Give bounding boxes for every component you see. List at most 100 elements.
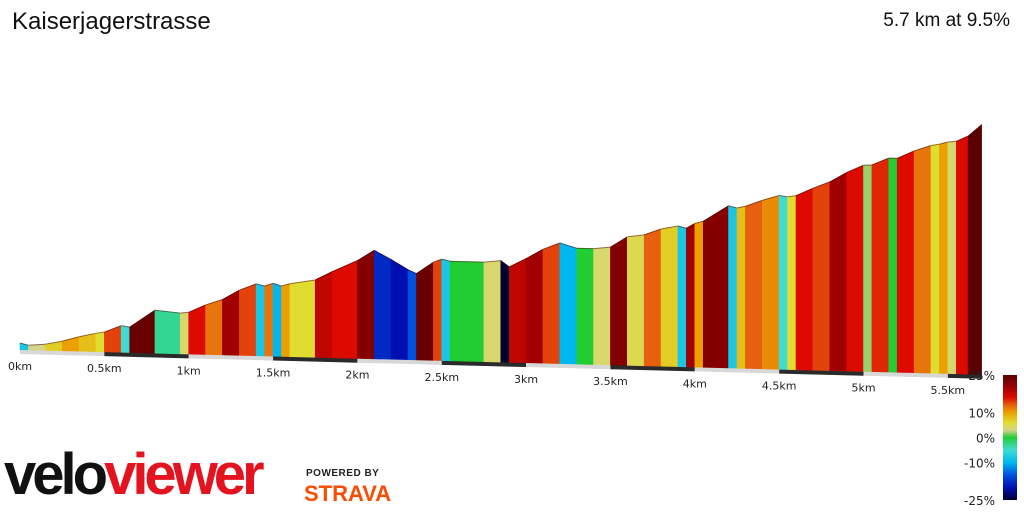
gradient-segment: [939, 141, 949, 375]
profile-outline: [256, 283, 265, 287]
profile-outline: [272, 282, 282, 287]
gradient-segment: [390, 258, 409, 361]
profile-outline: [686, 223, 696, 229]
profile-outline: [62, 336, 80, 342]
gradient-segment: [525, 248, 544, 364]
profile-outline: [104, 325, 122, 333]
x-tick-label: 1km: [177, 364, 201, 377]
axis-strip-segment: [863, 371, 948, 378]
profile-outline: [374, 249, 392, 260]
x-tick-label: 0km: [8, 360, 32, 373]
profile-outline: [559, 242, 577, 249]
profile-outline: [28, 343, 46, 346]
gradient-segment: [728, 205, 738, 369]
gradient-segment: [255, 283, 265, 357]
gradient-segment: [289, 279, 316, 358]
profile-outline: [525, 248, 544, 260]
gradient-segment: [930, 143, 940, 375]
gradient-segment: [314, 271, 333, 359]
axis-strip-segment: [357, 358, 442, 365]
profile-outline: [281, 283, 291, 287]
profile-outline: [593, 246, 611, 250]
axis-strip-segment: [441, 360, 527, 368]
profile-outline: [222, 289, 240, 300]
profile-outline: [694, 220, 704, 224]
gradient-segment: [407, 269, 417, 361]
legend-color-bar: [1003, 375, 1017, 500]
gradient-segment: [500, 260, 510, 363]
profile-outline: [289, 279, 316, 285]
gradient-segment: [660, 225, 679, 368]
profile-outline: [509, 258, 527, 268]
gradient-segment: [205, 299, 223, 356]
gradient-segment: [947, 140, 957, 375]
gradient-segment: [593, 246, 611, 366]
profile-outline: [947, 140, 957, 143]
profile-outline: [610, 236, 628, 248]
gradient-segment: [694, 220, 704, 368]
gradient-segment: [913, 145, 932, 374]
profile-outline: [264, 282, 274, 287]
gradient-segment: [281, 283, 291, 358]
gradient-segment: [559, 242, 578, 365]
gradient-segment: [441, 258, 451, 362]
profile-outline: [660, 225, 679, 230]
profile-outline: [913, 145, 932, 152]
gradient-segment: [120, 325, 130, 354]
profile-outline: [702, 205, 729, 222]
profile-outline: [315, 271, 333, 281]
gradient-segment: [129, 309, 156, 354]
logo-velo: velo: [4, 442, 108, 507]
gradient-segment: [104, 325, 122, 353]
gradient-segment: [736, 205, 746, 370]
profile-outline: [779, 194, 788, 198]
profile-outline: [450, 260, 484, 263]
gradient-segment: [239, 283, 257, 357]
logo-viewer: viewer: [104, 442, 265, 507]
gradient-segment: [846, 164, 864, 373]
profile-outline: [930, 143, 940, 147]
profile-outline: [433, 258, 442, 263]
axis-strip-segment: [20, 350, 105, 357]
gradient-segment: [778, 195, 788, 371]
profile-outline: [627, 234, 645, 238]
gradient-segment: [272, 282, 282, 358]
axis-strip-segment: [104, 352, 189, 359]
gradient-segment: [787, 195, 797, 371]
profile-outline: [441, 258, 451, 262]
profile-outline: [967, 124, 982, 137]
profile-outline: [483, 260, 501, 263]
gradient-segment: [643, 228, 662, 367]
profile-outline: [407, 269, 417, 275]
gradient-segment: [896, 150, 915, 374]
profile-outline: [542, 242, 561, 250]
x-tick-label: 1.5km: [256, 367, 291, 380]
gradient-segment: [449, 260, 485, 363]
profile-outline: [188, 304, 206, 313]
x-tick-label: 0.5km: [87, 362, 122, 375]
gradient-segment: [373, 249, 392, 360]
gradient-segment: [179, 311, 189, 355]
distance-axis: 0km 0.5km 1km 1.5km 2km 2.5km 3km 3.5km 4km 4.5km…: [8, 350, 982, 397]
legend-label: 0%: [976, 432, 995, 446]
profile-outline: [736, 205, 746, 209]
gradient-segment: [264, 282, 274, 357]
x-tick-label: 2.5km: [424, 371, 459, 384]
profile-outline: [95, 331, 105, 334]
gradient-segment: [542, 242, 561, 365]
gradient-segment: [745, 199, 763, 370]
gradient-segment: [483, 260, 502, 363]
legend-label: 10%: [968, 407, 995, 421]
strava-logo: STRAVA: [304, 481, 392, 506]
axis-strip-segment: [526, 363, 611, 370]
axis-strip-segment: [273, 356, 358, 363]
profile-outline: [846, 164, 864, 174]
profile-outline: [205, 299, 223, 306]
gradient-segment: [888, 157, 898, 373]
x-tick-label: 5km: [851, 382, 875, 395]
gradient-segment: [955, 135, 969, 375]
profile-outline: [45, 340, 63, 345]
climb-title: Kaiserjagerstrasse: [12, 8, 211, 35]
profile-segments: [19, 124, 982, 376]
